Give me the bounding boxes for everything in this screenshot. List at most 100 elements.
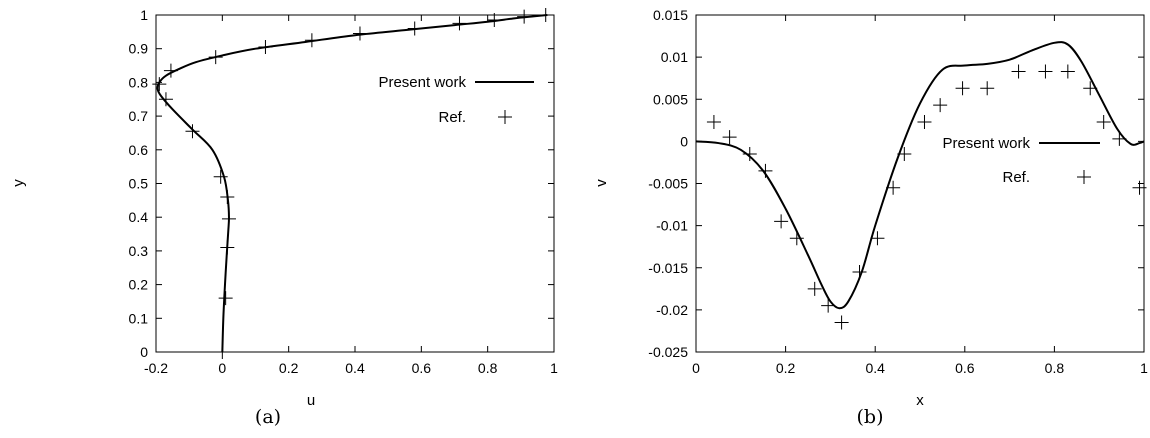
chart-a-ytick-label: 1 xyxy=(140,7,148,23)
chart-b-marker-point xyxy=(1132,180,1147,195)
chart-b-marker-point xyxy=(807,281,822,296)
chart-b-marker-point xyxy=(758,163,773,178)
chart-b-ytick-label: 0.015 xyxy=(653,7,688,23)
chart-a-xtick-label: 0.8 xyxy=(478,360,498,376)
chart-a-marker-point xyxy=(452,16,467,31)
chart-b-ytick-label: 0.01 xyxy=(661,49,688,65)
chart-b-marker-point xyxy=(1038,64,1053,79)
chart-a-marker-point xyxy=(220,240,235,255)
chart-b-xtick-label: 0 xyxy=(692,360,700,376)
chart-b-ytick-label: -0.02 xyxy=(656,302,688,318)
chart-a-ytick-label: 0 xyxy=(140,344,148,360)
chart-b-marker-point xyxy=(722,130,737,145)
chart-a-marker-point xyxy=(158,92,173,107)
chart-a-marker-point xyxy=(304,33,319,48)
chart-a-ytick-label: 0.1 xyxy=(129,310,149,326)
chart-b-marker-point xyxy=(1060,64,1075,79)
chart-a-ytick-label: 0.5 xyxy=(129,176,149,192)
chart-b-xticks: 0 0.2 0.4 0.6 0.8 1 xyxy=(692,15,1148,376)
chart-b-ytick-label: 0 xyxy=(680,133,688,149)
chart-a-ytick-label: 0.6 xyxy=(129,142,149,158)
chart-a: -0.2 0 0.2 0.4 0.6 0.8 1 00.10.20.30.40.50.60.… xyxy=(10,7,558,428)
chart-a-marker-point xyxy=(517,9,532,24)
chart-b-marker-point xyxy=(852,264,867,279)
chart-a-marker-point xyxy=(487,13,502,28)
chart-b-xtick-label: 0.8 xyxy=(1045,360,1065,376)
chart-a-marker-point xyxy=(258,40,273,55)
chart-b-xtick-label: 0.6 xyxy=(955,360,975,376)
chart-b-xtick-label: 0.2 xyxy=(776,360,796,376)
chart-b-marker-point xyxy=(821,298,836,313)
chart-b-marker-point xyxy=(870,231,885,246)
chart-a-ytick-label: 0.8 xyxy=(129,74,149,90)
chart-a-xtick-label: 0.2 xyxy=(279,360,299,376)
chart-b-marker-point xyxy=(774,214,789,229)
chart-a-legend-line-label: Present work xyxy=(378,74,466,91)
chart-a-marker-point xyxy=(152,77,167,92)
chart-b-marker-point xyxy=(886,180,901,195)
chart-b-ytick-label: 0.005 xyxy=(653,91,688,107)
chart-b-marker-point xyxy=(789,231,804,246)
chart-b-legend-marker-label: Ref. xyxy=(1002,169,1030,186)
chart-b-legend-line-label: Present work xyxy=(942,135,1030,152)
chart-a-series-line xyxy=(156,14,548,353)
chart-a-ytick-label: 0.9 xyxy=(129,41,149,57)
chart-b-marker-point xyxy=(1096,114,1111,129)
chart-a-xticks: -0.2 0 0.2 0.4 0.6 0.8 1 xyxy=(144,15,558,376)
chart-a-frame xyxy=(155,14,555,353)
chart-a-marker-point xyxy=(185,124,200,139)
chart-a-marker-point xyxy=(407,21,422,36)
chart-b-ytick-label: -0.01 xyxy=(656,218,688,234)
chart-b-legend-marker-swatch xyxy=(1077,170,1091,184)
chart-b-xtick-label: 0.4 xyxy=(865,360,885,376)
chart-b-marker-point xyxy=(1083,81,1098,96)
chart-a-markers-group xyxy=(152,8,553,359)
chart-a-ytick-label: 0.7 xyxy=(129,108,149,124)
chart-b-ytick-label: -0.005 xyxy=(648,176,688,192)
chart-b-marker-point xyxy=(1112,131,1127,146)
chart-b-marker-point xyxy=(933,98,948,113)
chart-b-ylabel: v xyxy=(593,179,610,187)
chart-b-xtick-label: 1 xyxy=(1140,360,1148,376)
chart-b-markers-group xyxy=(706,64,1147,330)
chart-b-marker-point xyxy=(834,315,849,330)
chart-b-series-line xyxy=(695,41,1145,310)
chart-b-ytick-label: -0.015 xyxy=(648,260,688,276)
chart-b-marker-point xyxy=(742,147,757,162)
chart-a-caption: (a) xyxy=(255,406,281,428)
chart-a-marker-point xyxy=(352,26,367,41)
chart-b-marker-point xyxy=(706,114,721,129)
chart-a-xlabel: u xyxy=(307,392,315,409)
chart-a-xtick-label: -0.2 xyxy=(144,360,168,376)
chart-b-marker-point xyxy=(980,81,995,96)
chart-b-legend: Present work Ref. xyxy=(942,135,1100,186)
chart-b: 0 0.2 0.4 0.6 0.8 1 -0.025-0.02-0.015-0.01-0.… xyxy=(593,7,1148,428)
chart-a-legend-marker-label: Ref. xyxy=(438,109,466,126)
chart-a-line-group xyxy=(156,14,548,353)
chart-b-yticks: -0.025 -0.02 -0.015 -0.01 -0.005 0 0.005 0.01 0.… xyxy=(648,7,1144,360)
chart-a-legend: Present work Ref. xyxy=(378,74,534,126)
chart-a-legend-marker-swatch xyxy=(498,110,512,124)
chart-a-ytick-label: 0.4 xyxy=(129,209,149,225)
chart-b-caption: (b) xyxy=(857,406,884,428)
chart-a-xtick-label: 1 xyxy=(550,360,558,376)
chart-a-ylabel: y xyxy=(10,179,27,187)
chart-b-marker-point xyxy=(1011,64,1026,79)
chart-a-xtick-label: 0.4 xyxy=(345,360,365,376)
chart-a-marker-point xyxy=(213,169,228,184)
chart-b-xlabel: x xyxy=(916,392,924,409)
chart-a-marker-point xyxy=(538,8,553,22)
chart-a-marker-point xyxy=(163,63,178,78)
chart-b-marker-point xyxy=(917,114,932,129)
chart-b-frame xyxy=(695,14,1145,353)
chart-a-marker-point xyxy=(218,291,233,306)
chart-a-xtick-label: 0.6 xyxy=(412,360,432,376)
chart-a-marker-point xyxy=(215,345,230,359)
chart-a-yticks: 0 0.1 0.2 0.3 0.4 0.5 0.6 0.7 0.8 0.9 1 xyxy=(129,7,554,360)
chart-a-marker-point xyxy=(220,189,235,204)
chart-b-marker-point xyxy=(897,147,912,162)
chart-a-marker-point xyxy=(221,211,236,226)
chart-b-ytick-label: -0.025 xyxy=(648,344,688,360)
chart-b-line-group xyxy=(695,41,1145,310)
